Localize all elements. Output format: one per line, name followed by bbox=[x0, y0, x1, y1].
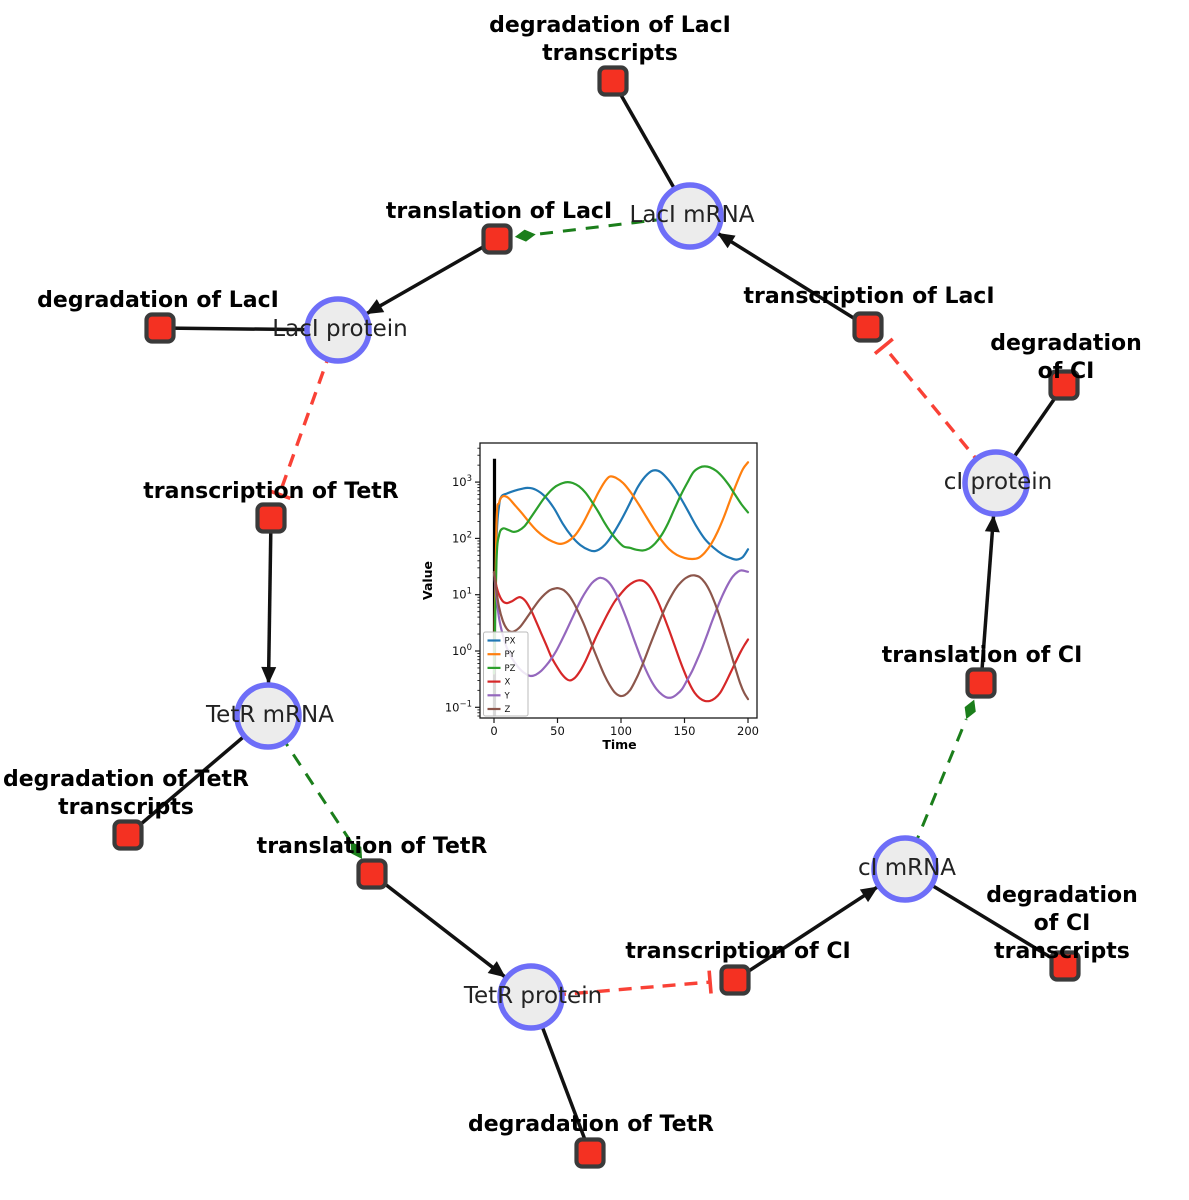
y-tick-label: 10−1 bbox=[445, 699, 472, 714]
inhibition-tbar-icon bbox=[707, 970, 713, 994]
arrowhead-icon bbox=[365, 299, 385, 315]
arrowhead-icon bbox=[487, 961, 506, 978]
reaction-node-txn_laci bbox=[852, 311, 884, 343]
inhibition-tbar-icon bbox=[267, 488, 291, 501]
diamond-arrowhead-icon bbox=[964, 699, 976, 720]
species-node-ci_protein bbox=[962, 449, 1030, 517]
y-axis-title: Value bbox=[420, 561, 435, 600]
y-tick-label: 103 bbox=[452, 474, 472, 489]
x-tick-label: 100 bbox=[610, 724, 632, 738]
y-tick-label: 102 bbox=[452, 530, 472, 545]
reaction-node-deg_laci_tx bbox=[597, 65, 629, 97]
inhibition-tbar-icon bbox=[873, 337, 894, 356]
series-curve-Y bbox=[492, 569, 750, 699]
reaction-node-deg_tetr bbox=[574, 1137, 606, 1169]
diamond-arrowhead-icon bbox=[514, 229, 536, 242]
legend-label-Y: Y bbox=[504, 691, 511, 701]
reaction-node-txn_ci bbox=[719, 964, 751, 996]
reaction-node-transl_ci bbox=[965, 667, 997, 699]
reaction-node-deg_tetr_tx bbox=[112, 819, 144, 851]
series-curve-PY bbox=[492, 461, 750, 675]
species-node-laci_protein bbox=[304, 296, 372, 364]
x-tick-label: 50 bbox=[550, 724, 565, 738]
nodes-layer bbox=[112, 65, 1081, 1169]
species-node-tetr_protein bbox=[497, 963, 565, 1031]
species-node-tetr_mrna bbox=[234, 682, 302, 750]
arrowhead-icon bbox=[717, 232, 736, 249]
legend-label-Z: Z bbox=[505, 705, 511, 715]
arrowhead-icon bbox=[859, 886, 879, 903]
x-tick-label: 0 bbox=[490, 724, 497, 738]
x-axis-title: Time bbox=[602, 737, 636, 752]
series-curve-Z bbox=[492, 571, 750, 701]
reaction-node-deg_ci bbox=[1048, 369, 1080, 401]
diamond-arrowhead-icon bbox=[350, 841, 363, 859]
y-tick-label: 101 bbox=[452, 587, 472, 602]
series-curve-PX bbox=[492, 469, 750, 675]
reaction-node-txn_tetr bbox=[255, 502, 287, 534]
x-tick-label: 200 bbox=[737, 724, 759, 738]
reaction-node-deg_ci_tx bbox=[1049, 950, 1081, 982]
reaction-node-transl_tetr bbox=[356, 858, 388, 890]
series-curve-PZ bbox=[492, 465, 750, 675]
reaction-node-transl_laci bbox=[481, 223, 513, 255]
legend-label-PY: PY bbox=[505, 650, 516, 660]
arrowhead-icon bbox=[261, 666, 277, 685]
y-tick-label: 100 bbox=[452, 643, 472, 658]
inset-chart: 103 102 101 100 10−1 0 50 100 150 200 Time Value PX P… bbox=[420, 442, 759, 752]
species-node-laci_mrna bbox=[656, 182, 724, 250]
legend-label-X: X bbox=[505, 678, 511, 688]
species-node-ci_mrna bbox=[871, 835, 939, 903]
x-tick-label: 150 bbox=[674, 724, 696, 738]
reaction-node-deg_laci bbox=[144, 312, 176, 344]
legend-label-PX: PX bbox=[505, 637, 516, 647]
arrowhead-icon bbox=[984, 514, 1000, 533]
legend-label-PZ: PZ bbox=[505, 664, 516, 674]
